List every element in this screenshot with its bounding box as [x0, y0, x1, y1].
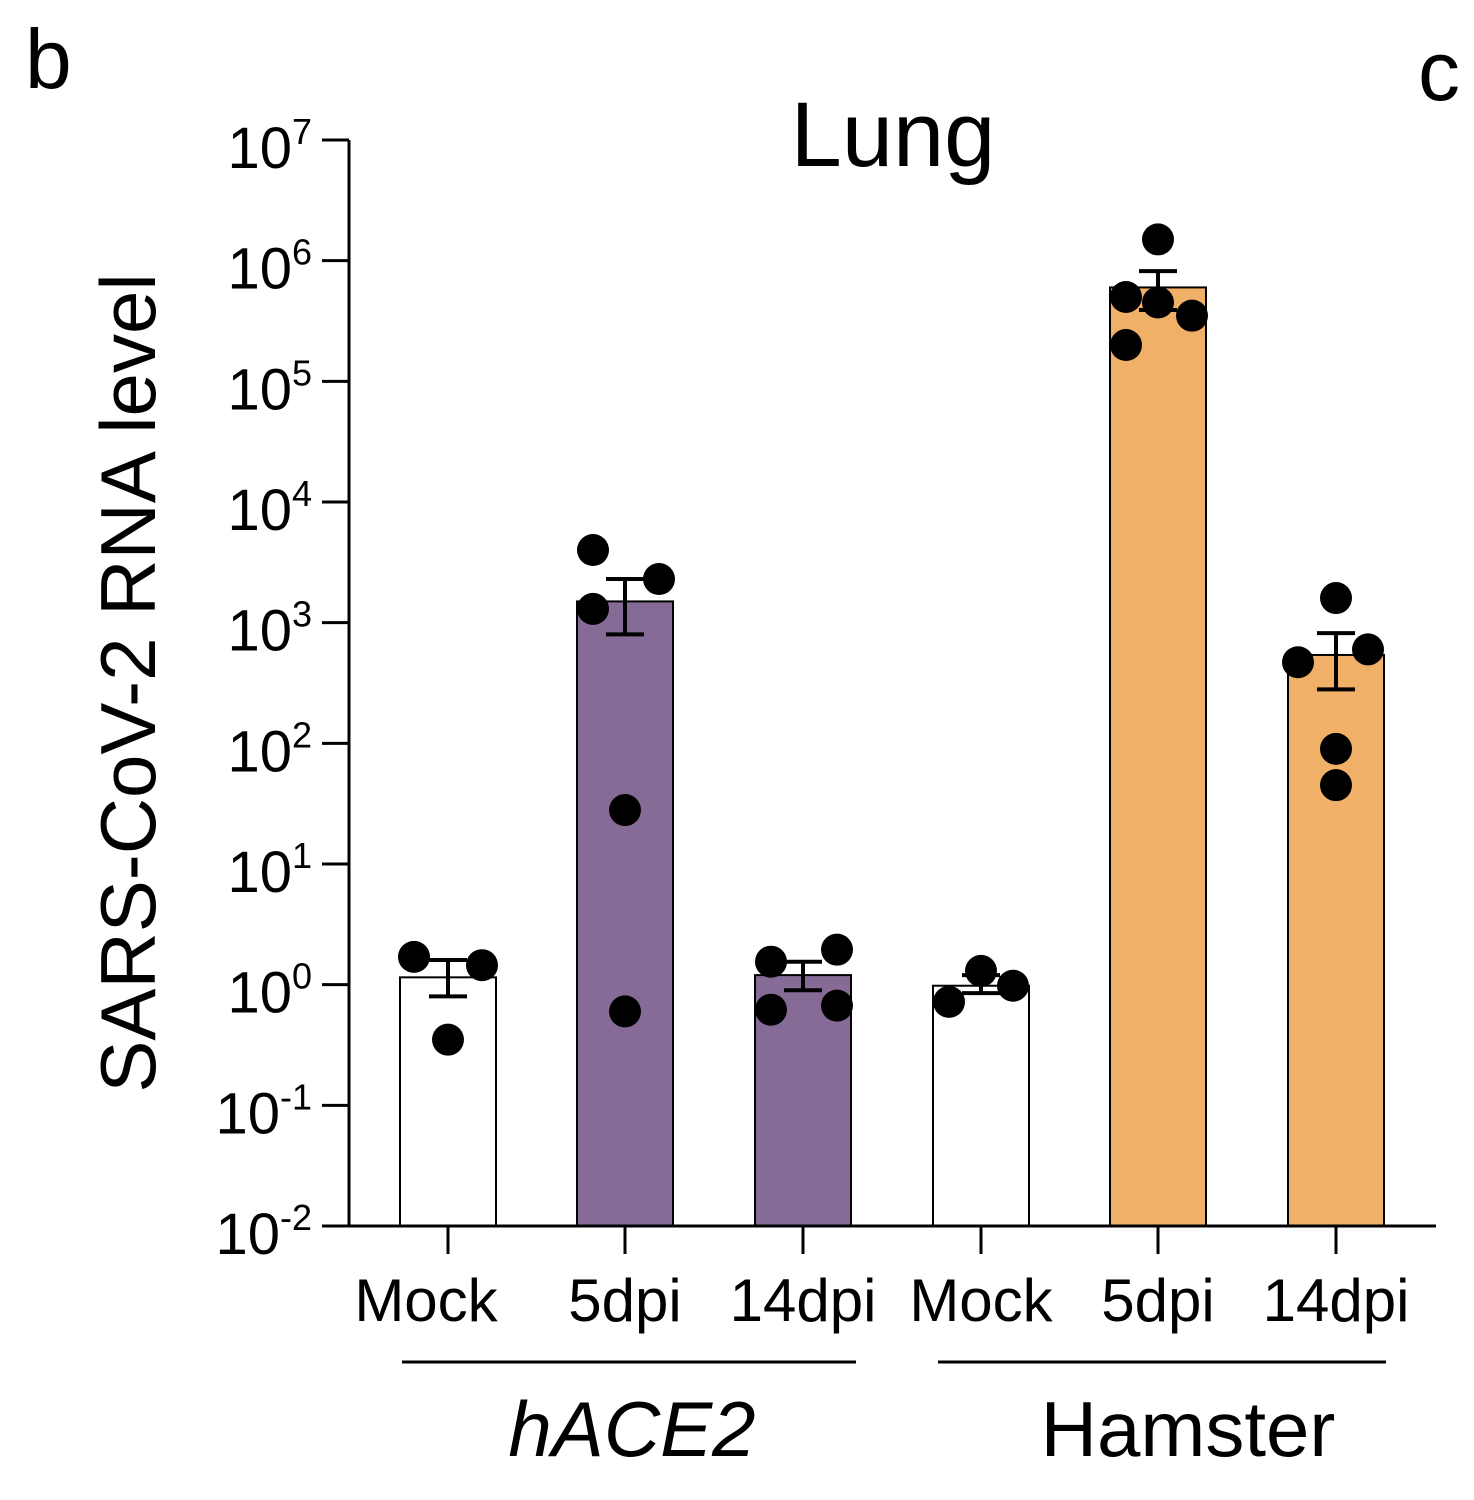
data-point-3-1: [965, 954, 997, 987]
data-point-5-4: [1320, 769, 1352, 802]
error-bars-layer: [429, 269, 1355, 999]
data-point-5-3: [1320, 732, 1352, 765]
bar-1: [576, 600, 674, 1227]
data-point-4-0: [1142, 223, 1174, 256]
y-tick-label-7: 105: [227, 352, 312, 422]
data-point-4-1: [1110, 280, 1142, 313]
y-tick-label-3: 101: [227, 835, 312, 905]
data-point-4-3: [1176, 299, 1208, 332]
x-tick-label-2: 14dpi: [730, 1267, 877, 1334]
data-point-1-0: [577, 534, 609, 567]
data-point-5-1: [1282, 646, 1314, 679]
y-tick-label-0: 10-2: [215, 1197, 312, 1267]
data-point-2-0: [755, 945, 787, 978]
bar-0: [399, 976, 497, 1228]
data-point-2-2: [755, 993, 787, 1026]
data-point-3-2: [997, 969, 1029, 1002]
y-tick-label-5: 103: [227, 594, 312, 664]
x-tick-label-0: Mock: [354, 1267, 498, 1334]
data-point-3-0: [933, 985, 965, 1018]
data-point-5-2: [1352, 633, 1384, 666]
y-axis-label: SARS-CoV-2 RNA level: [84, 273, 172, 1092]
data-point-5-0: [1320, 582, 1352, 615]
y-tick-label-6: 104: [227, 473, 312, 543]
y-tick-label-2: 100: [227, 956, 312, 1026]
x-ticks-layer: Mock 5dpi 14dpi Mock 5dpi 14dpi: [354, 1226, 1409, 1334]
data-point-1-3: [609, 794, 641, 827]
data-point-4-4: [1110, 329, 1142, 362]
data-point-0-2: [432, 1023, 464, 1056]
bars-layer: [399, 286, 1385, 1228]
data-points-layer: [398, 223, 1384, 1056]
bar-4: [1109, 286, 1207, 1227]
y-tick-label-1: 10-1: [215, 1076, 312, 1146]
data-point-1-4: [609, 995, 641, 1028]
x-tick-label-3: Mock: [909, 1267, 1053, 1334]
y-tick-label-4: 102: [227, 714, 312, 784]
data-point-2-3: [821, 989, 853, 1022]
data-point-4-2: [1142, 286, 1174, 319]
chart-title: Lung: [791, 84, 996, 186]
data-point-0-1: [466, 949, 498, 982]
panel-label-c: c: [1418, 24, 1460, 118]
data-point-1-2: [577, 592, 609, 625]
y-tick-label-8: 106: [227, 232, 312, 302]
y-ticks-layer: 10-2 10-1 100 101 102 103 104 105 106 107: [215, 111, 349, 1267]
x-tick-label-5: 14dpi: [1263, 1267, 1410, 1334]
group-labels-layer: hACE2 Hamster: [402, 1360, 1386, 1473]
group-label-1: Hamster: [1041, 1385, 1336, 1473]
panel-label-b: b: [25, 12, 72, 106]
group-label-0: hACE2: [508, 1385, 755, 1473]
x-tick-label-1: 5dpi: [568, 1267, 681, 1334]
data-point-2-1: [821, 933, 853, 966]
bar-3: [932, 984, 1030, 1228]
data-point-1-1: [643, 563, 675, 596]
data-point-0-0: [398, 940, 430, 973]
x-tick-label-4: 5dpi: [1101, 1267, 1214, 1334]
y-tick-label-9: 107: [227, 111, 312, 181]
